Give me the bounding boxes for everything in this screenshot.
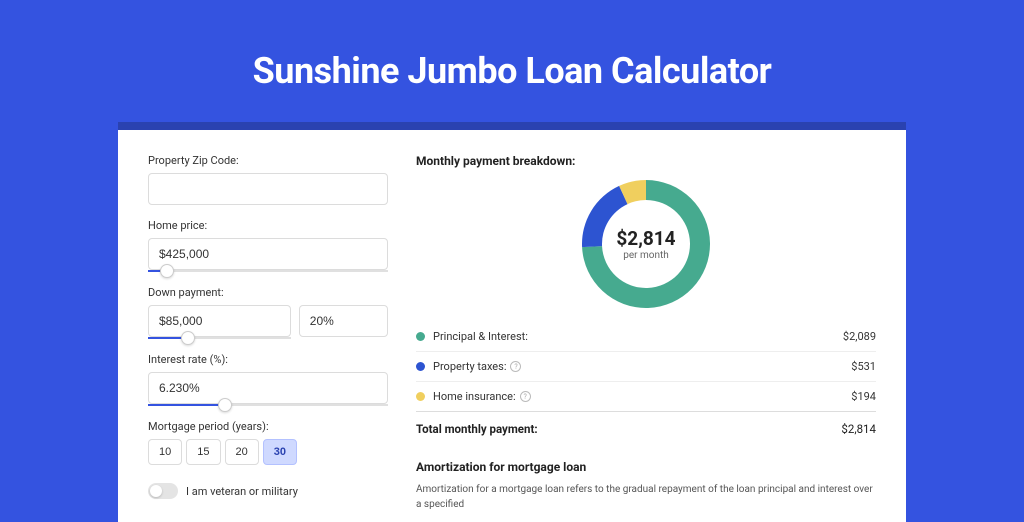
info-icon[interactable]: ? — [510, 361, 521, 372]
legend-dot — [416, 392, 425, 401]
breakdown-value: $2,089 — [843, 330, 876, 343]
donut-sub: per month — [616, 250, 675, 261]
breakdown-value: $194 — [851, 390, 876, 403]
breakdown-rows: Principal & Interest:$2,089Property taxe… — [416, 322, 876, 412]
breakdown-value: $531 — [851, 360, 876, 373]
down-payment-pct-input[interactable] — [299, 305, 388, 337]
zip-field: Property Zip Code: — [148, 154, 388, 205]
total-row: Total monthly payment: $2,814 — [416, 412, 876, 450]
total-label: Total monthly payment: — [416, 422, 841, 436]
interest-rate-slider[interactable] — [148, 404, 388, 406]
period-field: Mortgage period (years): 10152030 — [148, 420, 388, 465]
calculator-card: Property Zip Code: Home price: Down paym… — [118, 122, 906, 522]
total-value: $2,814 — [841, 422, 876, 436]
period-options: 10152030 — [148, 439, 388, 465]
info-icon[interactable]: ? — [520, 391, 531, 402]
breakdown-title: Monthly payment breakdown: — [416, 154, 876, 168]
interest-rate-slider-thumb[interactable] — [218, 398, 232, 412]
page-title: Sunshine Jumbo Loan Calculator — [0, 50, 1024, 92]
home-price-slider[interactable] — [148, 270, 388, 272]
breakdown-column: Monthly payment breakdown: $2,814 per mo… — [416, 154, 876, 498]
donut-center: $2,814 per month — [616, 227, 675, 261]
period-btn-30[interactable]: 30 — [263, 439, 297, 465]
zip-label: Property Zip Code: — [148, 154, 388, 167]
breakdown-label: Property taxes: ? — [433, 360, 851, 373]
interest-rate-input[interactable] — [148, 372, 388, 404]
down-payment-field: Down payment: — [148, 286, 388, 339]
interest-rate-field: Interest rate (%): — [148, 353, 388, 406]
home-price-slider-thumb[interactable] — [160, 264, 174, 278]
veteran-row: I am veteran or military — [148, 483, 388, 499]
interest-rate-label: Interest rate (%): — [148, 353, 388, 366]
amortization-text: Amortization for a mortgage loan refers … — [416, 482, 876, 512]
breakdown-label: Home insurance: ? — [433, 390, 851, 403]
down-payment-label: Down payment: — [148, 286, 388, 299]
form-column: Property Zip Code: Home price: Down paym… — [148, 154, 388, 498]
period-label: Mortgage period (years): — [148, 420, 388, 433]
veteran-toggle-knob — [150, 485, 162, 497]
legend-dot — [416, 332, 425, 341]
period-btn-15[interactable]: 15 — [186, 439, 220, 465]
home-price-field: Home price: — [148, 219, 388, 272]
breakdown-row: Home insurance: ?$194 — [416, 382, 876, 412]
breakdown-label: Principal & Interest: — [433, 330, 843, 343]
breakdown-row: Principal & Interest:$2,089 — [416, 322, 876, 352]
down-payment-slider-thumb[interactable] — [181, 331, 195, 345]
period-btn-10[interactable]: 10 — [148, 439, 182, 465]
legend-dot — [416, 362, 425, 371]
down-payment-amount-input[interactable] — [148, 305, 291, 337]
interest-rate-slider-fill — [148, 404, 225, 406]
period-btn-20[interactable]: 20 — [225, 439, 259, 465]
home-price-input[interactable] — [148, 238, 388, 270]
breakdown-row: Property taxes: ?$531 — [416, 352, 876, 382]
donut-amount: $2,814 — [616, 227, 675, 250]
home-price-label: Home price: — [148, 219, 388, 232]
zip-input[interactable] — [148, 173, 388, 205]
amortization-title: Amortization for mortgage loan — [416, 460, 876, 474]
donut-chart: $2,814 per month — [416, 180, 876, 308]
page-container: Sunshine Jumbo Loan Calculator Property … — [0, 0, 1024, 512]
veteran-toggle[interactable] — [148, 483, 178, 499]
down-payment-slider[interactable] — [148, 337, 291, 339]
veteran-label: I am veteran or military — [186, 485, 298, 498]
